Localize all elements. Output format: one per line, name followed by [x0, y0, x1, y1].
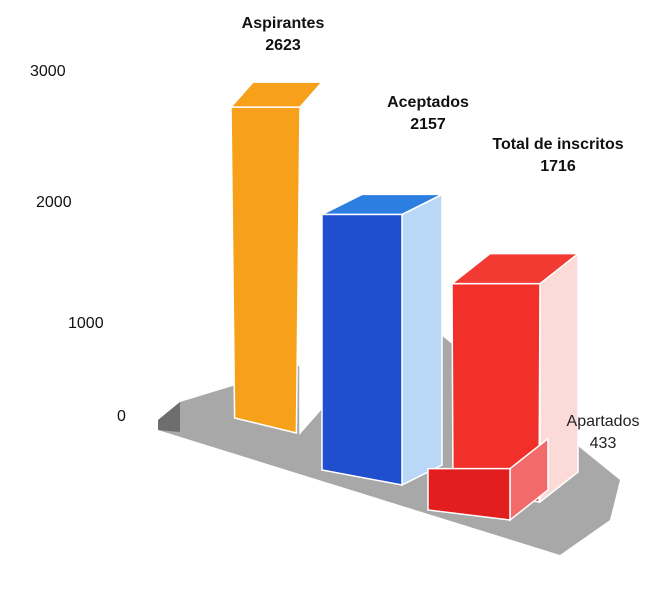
category-label-total-de-inscritos: Total de inscritos: [492, 136, 623, 153]
y-tick-label: 3000: [30, 63, 66, 80]
category-label-aspirantes: Aspirantes: [242, 15, 325, 32]
bar-top-face: [229, 81, 324, 108]
bars-group: [229, 80, 581, 522]
value-label-total-de-inscritos: 1716: [540, 158, 576, 175]
bar-top-face: [321, 193, 443, 216]
value-label-aspirantes: 2623: [265, 37, 301, 54]
bar-front-face: [321, 213, 403, 486]
y-tick-label: 1000: [68, 315, 104, 332]
bar-front-face: [230, 106, 301, 434]
y-axis: 3000 2000 1000 0: [30, 63, 126, 425]
category-label-aceptados: Aceptados: [387, 94, 469, 111]
y-tick-label: 0: [117, 408, 126, 425]
value-label-aceptados: 2157: [410, 116, 446, 133]
category-label-apartados: Apartados: [567, 413, 640, 430]
apartados-front-face: [427, 467, 511, 521]
y-tick-label: 2000: [36, 194, 72, 211]
bar-side-face: [401, 193, 443, 487]
value-label-apartados: 433: [590, 435, 617, 452]
floor-dark-edge: [158, 402, 180, 432]
bar-top-face: [449, 252, 581, 285]
data-labels: Aspirantes 2623 Aceptados 2157 Total de …: [242, 15, 640, 452]
bar-side-face: [299, 80, 323, 435]
